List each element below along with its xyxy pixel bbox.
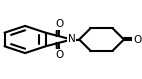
Text: O: O (55, 19, 63, 29)
Text: N: N (68, 35, 76, 44)
Text: O: O (133, 35, 142, 44)
Text: O: O (55, 50, 63, 60)
